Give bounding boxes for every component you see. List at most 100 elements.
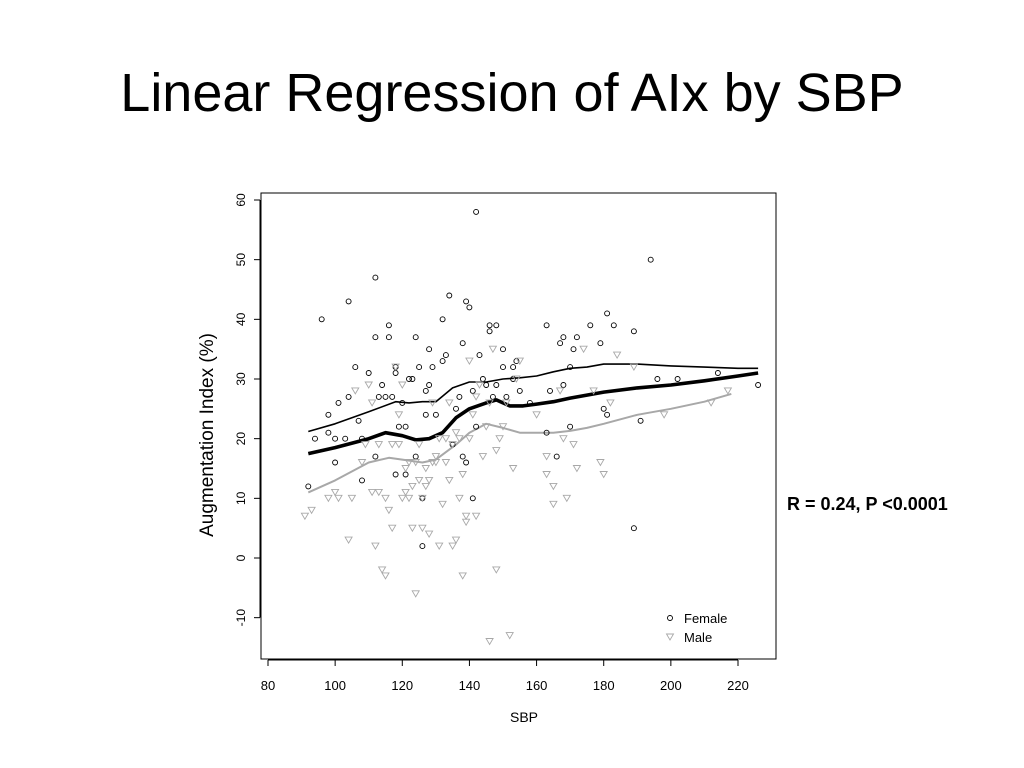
x-tick-label: 80: [261, 678, 275, 693]
male-smooth-line: [307, 392, 732, 494]
female-point: [570, 346, 577, 353]
male-point: [629, 363, 639, 371]
male-point: [471, 393, 481, 401]
female-point: [439, 358, 446, 365]
male-point: [384, 506, 394, 515]
female-point: [500, 346, 506, 353]
legend-male-marker: [665, 633, 675, 641]
male-point: [549, 500, 558, 509]
female-point: [630, 328, 637, 335]
male-point: [659, 411, 669, 419]
legend-female-marker: [667, 615, 673, 621]
male-point: [431, 453, 441, 461]
female-point: [382, 393, 389, 400]
female-point: [305, 483, 312, 490]
male-point: [414, 476, 424, 485]
x-tick-label: 140: [459, 678, 481, 693]
male-point: [502, 399, 511, 407]
female-point: [516, 387, 523, 394]
male-point: [596, 459, 605, 467]
male-point: [451, 536, 461, 544]
female-point: [345, 393, 352, 400]
female-point: [453, 405, 459, 412]
female-point: [426, 346, 433, 353]
female-point: [573, 334, 580, 341]
male-point: [398, 381, 407, 389]
female-point: [543, 322, 550, 329]
male-point: [357, 459, 367, 467]
male-point: [542, 471, 551, 479]
male-point: [458, 471, 467, 479]
female-point: [543, 429, 550, 436]
male-point: [381, 494, 390, 503]
male-point: [381, 572, 390, 580]
plot-frame: [260, 192, 777, 660]
male-point: [441, 435, 451, 443]
female-point: [422, 411, 429, 418]
male-point: [512, 375, 521, 383]
y-tick-label: -10: [234, 609, 248, 627]
female-point: [325, 429, 332, 436]
male-point: [612, 351, 622, 359]
female-point: [432, 411, 439, 418]
male-point: [408, 482, 417, 491]
male-point: [451, 429, 461, 437]
female-point: [469, 387, 476, 394]
female-point: [597, 340, 604, 347]
male-point: [505, 632, 514, 640]
male-point: [555, 387, 565, 395]
female-point: [416, 364, 423, 371]
male-point: [411, 459, 420, 467]
female-point: [654, 376, 661, 382]
male-point: [498, 423, 508, 431]
male-point: [461, 518, 471, 527]
female-point: [674, 376, 681, 382]
female-point: [493, 382, 500, 388]
male-point: [492, 447, 501, 455]
male-point: [387, 524, 397, 533]
male-point: [465, 357, 474, 365]
female-point: [419, 543, 426, 550]
female-point: [560, 334, 567, 341]
male-point: [394, 441, 404, 449]
female-point: [402, 423, 409, 430]
x-tick-label: 180: [593, 678, 615, 693]
male-point: [441, 459, 451, 467]
female-point: [503, 393, 510, 400]
female-point: [345, 298, 352, 305]
male-point: [579, 345, 588, 354]
female-smooth-line: [308, 363, 759, 433]
female-point: [355, 417, 362, 424]
x-axis-label: SBP: [510, 709, 538, 725]
female-point: [483, 382, 490, 388]
male-point: [562, 494, 572, 503]
overall-smooth-line: [307, 371, 759, 456]
male-point: [330, 488, 340, 497]
male-point: [347, 494, 357, 503]
female-point: [637, 417, 644, 424]
male-point: [495, 435, 504, 443]
male-point: [411, 590, 420, 598]
female-point: [647, 256, 654, 263]
male-point: [455, 435, 464, 443]
male-point: [572, 465, 582, 473]
male-point: [367, 488, 377, 497]
female-point: [630, 525, 637, 532]
male-point: [448, 542, 457, 550]
data-points: [300, 208, 762, 646]
male-point: [334, 494, 343, 503]
female-point: [560, 382, 567, 388]
slide-title: Linear Regression of AIx by SBP: [120, 63, 904, 123]
male-point: [371, 542, 380, 550]
female-point: [359, 477, 365, 484]
male-point: [549, 482, 558, 491]
y-tick-label: 0: [234, 554, 248, 561]
female-point: [456, 393, 463, 400]
male-point: [351, 387, 360, 395]
male-point: [723, 387, 733, 395]
female-point: [372, 453, 379, 460]
male-point: [465, 435, 474, 443]
male-point: [481, 423, 491, 431]
male-point: [485, 399, 494, 407]
male-point: [367, 399, 377, 407]
